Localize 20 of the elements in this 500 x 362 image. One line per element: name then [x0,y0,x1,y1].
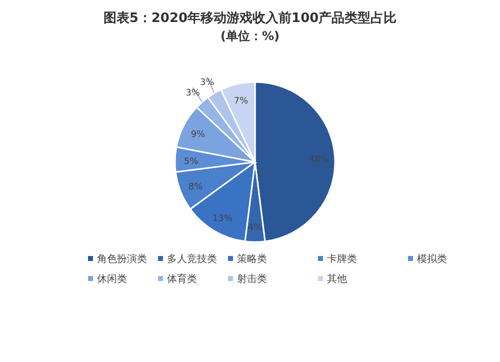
legend-label: 策略类 [237,253,267,265]
chart-title: 图表5：2020年移动游戏收入前100产品类型占比 [103,10,397,26]
data-label: 48% [308,154,330,165]
data-label: 13% [212,214,233,224]
data-label: 7% [234,96,249,107]
chart-subtitle: (单位：%) [220,29,280,43]
legend-label: 卡牌类 [327,253,357,265]
legend-label: 多人竞技类 [167,253,217,265]
legend-label: 角色扮演类 [97,253,147,265]
legend-label: 体育类 [167,273,197,285]
data-label: 4% [248,223,263,233]
legend-label: 射击类 [237,273,267,285]
legend-label: 休闲类 [97,273,127,285]
legend-label: 其他 [327,273,347,285]
data-label: 8% [188,182,204,193]
data-label: 5% [184,156,199,167]
data-label: 3% [200,78,215,88]
data-label: 9% [190,130,206,140]
data-label: 3% [186,88,200,98]
legend-label: 模拟类 [417,253,447,265]
